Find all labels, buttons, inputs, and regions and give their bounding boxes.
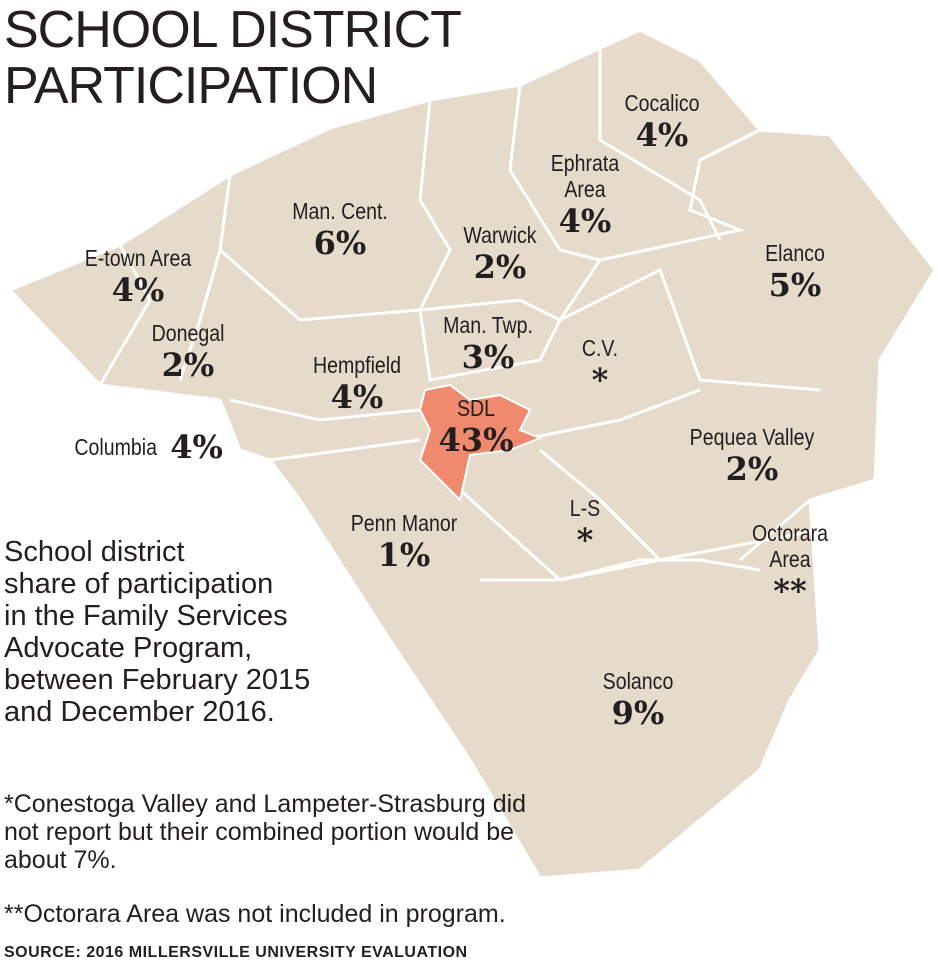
district-label: L-S * xyxy=(545,495,625,559)
district-name: Pequea Valley xyxy=(689,424,815,450)
title: PARTICIPATION xyxy=(4,57,378,115)
district-name: Solanco xyxy=(602,668,674,694)
district-label: Columbia 4% xyxy=(67,428,223,466)
title: SCHOOL DISTRICT xyxy=(4,1,462,59)
footnote: **Octorara Area was not included in prog… xyxy=(4,900,506,928)
district-label: E-town Area 4% xyxy=(48,245,228,309)
description-line: in the Family Services xyxy=(4,600,288,632)
district-name: Donegal xyxy=(151,320,225,346)
footnote: *Conestoga Valley and Lampeter-Strasburg… xyxy=(4,790,527,874)
district-share: 4% xyxy=(170,428,223,466)
district-share: 5% xyxy=(768,266,822,304)
district-share: 4% xyxy=(111,271,165,309)
district-share: 4% xyxy=(330,378,384,416)
district-share: 2% xyxy=(725,450,779,488)
district-name: C.V. xyxy=(581,335,619,361)
district-share: 4% xyxy=(558,202,612,240)
district-label: Solanco 9% xyxy=(568,668,708,732)
description-line: Advocate Program, xyxy=(4,632,253,664)
district-label: Ephrata Area 4% xyxy=(530,150,640,240)
sdl-highlight xyxy=(418,383,543,502)
district-share: 2% xyxy=(161,346,215,384)
district-name: Ephrata Area xyxy=(550,150,620,202)
district-name: L-S xyxy=(569,495,601,521)
district-share: 43% xyxy=(438,421,514,459)
district-name: Warwick xyxy=(463,222,537,248)
district-label: Pequea Valley 2% xyxy=(662,424,842,488)
source: SOURCE: 2016 MILLERSVILLE UNIVERSITY EVA… xyxy=(4,944,468,961)
district-name: Penn Manor xyxy=(350,510,458,536)
district-label: Man. Cent. 6% xyxy=(260,198,420,262)
district-share: 6% xyxy=(313,224,367,262)
district-label: Hempfield 4% xyxy=(277,352,437,416)
district-share: 2% xyxy=(473,248,527,286)
district-share: * xyxy=(576,521,594,559)
district-name: Elanco xyxy=(765,240,825,266)
district-name: Octorara Area xyxy=(751,520,829,572)
district-share: * xyxy=(591,361,609,399)
district-share: 4% xyxy=(635,116,689,154)
district-share: 1% xyxy=(377,536,431,574)
district-label: Donegal 2% xyxy=(118,320,258,384)
district-name: Hempfield xyxy=(312,352,402,378)
district-share: 3% xyxy=(461,338,515,376)
district-label: C.V. * xyxy=(560,335,640,399)
description: School district share of participation i… xyxy=(4,536,310,728)
district-label: Man. Twp. 3% xyxy=(418,312,558,376)
district-name: Cocalico xyxy=(624,90,700,116)
district-name: Man. Twp. xyxy=(443,312,533,338)
district-share: 9% xyxy=(611,694,665,732)
district-name: Columbia xyxy=(74,434,157,460)
description-line: between February 2015 xyxy=(4,664,311,696)
district-label: Octorara Area ** xyxy=(735,520,845,610)
description-line: and December 2016. xyxy=(4,696,275,728)
district-label: Elanco 5% xyxy=(735,240,855,304)
district-label: Cocalico 4% xyxy=(602,90,722,154)
district-share: ** xyxy=(773,572,807,610)
district-name: Man. Cent. xyxy=(292,198,388,224)
description-line: School district xyxy=(4,536,185,568)
district-name: SDL xyxy=(456,395,496,421)
district-borders xyxy=(98,40,821,582)
district-label: Penn Manor 1% xyxy=(314,510,494,574)
district-label: SDL 43% xyxy=(426,395,526,459)
description-line: share of participation xyxy=(4,568,274,600)
district-label: Warwick 2% xyxy=(430,222,570,286)
district-name: E-town Area xyxy=(84,245,192,271)
